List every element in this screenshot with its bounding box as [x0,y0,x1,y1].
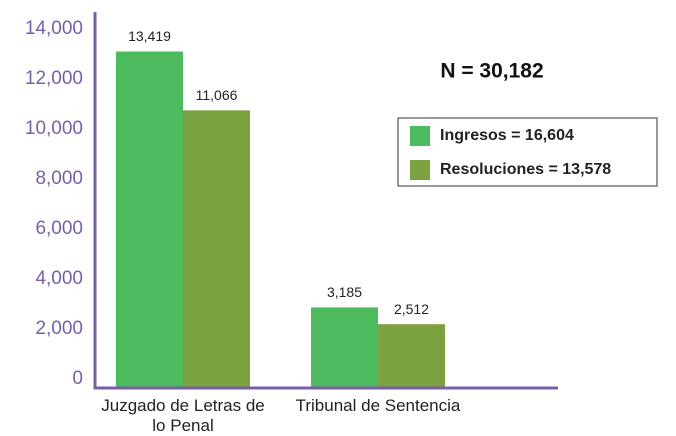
bar [183,110,250,387]
y-tick-label: 14,000 [25,18,83,39]
bar [311,307,378,387]
annotation: N = 30,182 [440,60,543,83]
y-tick-label: 10,000 [25,118,83,139]
bar [378,324,445,387]
legend-box [397,117,658,187]
value-label: 3,185 [327,284,362,300]
legend-label: Ingresos = 16,604 [440,127,574,144]
y-tick-label: 12,000 [25,68,83,89]
y-tick-label: 0 [72,368,83,389]
legend-swatch [410,160,430,180]
y-tick-label: 8,000 [35,168,83,189]
y-tick-label: 6,000 [35,218,83,239]
value-label: 2,512 [394,301,429,317]
value-label: 11,066 [196,87,238,103]
y-tick-label: 2,000 [35,318,83,339]
value-label: 13,419 [128,28,171,44]
legend-swatch [410,126,430,146]
legend-label: Resoluciones = 13,578 [440,161,611,178]
x-tick-label: Juzgado de Letras de lo Penal [101,396,265,435]
x-tick-label: Tribunal de Sentencia [295,396,461,415]
y-tick-label: 4,000 [35,268,83,289]
bar [116,51,183,388]
